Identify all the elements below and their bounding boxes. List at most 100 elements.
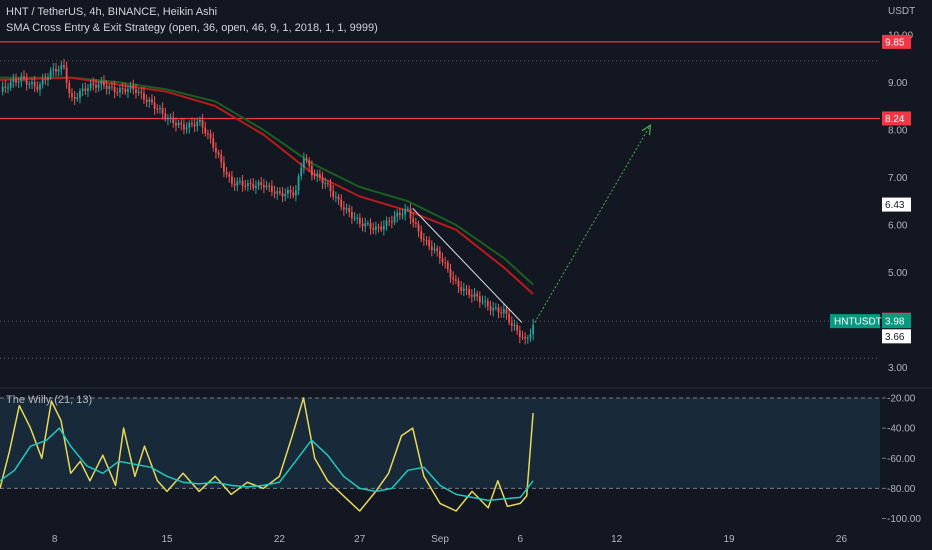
candle-body — [156, 108, 159, 110]
candle-body — [406, 208, 409, 210]
candle-body — [297, 176, 300, 191]
candle-body — [124, 88, 127, 92]
price-label: 8.24 — [885, 114, 905, 125]
candle-body — [249, 182, 252, 185]
candle-body — [401, 214, 404, 216]
oscillator-pane[interactable] — [0, 397, 880, 512]
axes: 3.004.005.006.007.008.009.0010.00USDT-20… — [0, 6, 932, 545]
osc-tick-label: -100.00 — [887, 514, 921, 525]
oscillator-band — [0, 398, 880, 489]
candle-body — [390, 221, 393, 223]
time-tick-label: 22 — [274, 534, 286, 545]
candle-body — [233, 183, 236, 186]
candle-body — [140, 91, 143, 94]
price-label-box — [882, 34, 911, 49]
candle-body — [71, 93, 73, 98]
candle-body — [404, 209, 407, 215]
candle-body — [294, 190, 297, 196]
candle-body — [25, 78, 28, 85]
time-tick-label: 15 — [161, 534, 173, 545]
price-tick-label: 9.00 — [888, 78, 908, 89]
price-label: 3.98 — [885, 317, 905, 328]
candle-body — [180, 122, 183, 125]
candle-body — [153, 102, 156, 109]
time-tick-label: 19 — [723, 534, 735, 545]
sma-slow-line — [0, 76, 534, 286]
candle-body — [398, 212, 401, 216]
candle-body — [151, 99, 153, 103]
candle-body — [308, 160, 311, 167]
willy-slow-line — [0, 427, 534, 502]
symbol-title[interactable]: HNT / TetherUS, 4h, BINANCE, Heikin Ashi — [6, 6, 218, 18]
candle-body — [212, 138, 215, 148]
candle-body — [521, 336, 524, 338]
candle-body — [217, 152, 220, 155]
candle-body — [148, 99, 151, 102]
candle-body — [500, 312, 503, 314]
price-pane[interactable] — [0, 41, 880, 359]
candle-body — [116, 92, 119, 94]
candle-body — [334, 196, 337, 198]
time-tick-label: Sep — [431, 534, 449, 545]
candle-body — [366, 223, 369, 225]
candle-body — [127, 88, 129, 92]
candle-body — [510, 322, 513, 326]
candle-body — [36, 86, 39, 90]
candle-body — [374, 226, 377, 230]
candle-body — [289, 189, 292, 193]
strategy-title[interactable]: SMA Cross Entry & Exit Strategy (open, 3… — [6, 22, 378, 34]
osc-tick-label: -80.00 — [887, 484, 916, 495]
candle-body — [524, 337, 527, 339]
candle-body — [508, 313, 511, 323]
candle-body — [89, 83, 92, 89]
candle-body — [201, 119, 204, 128]
candle-body — [87, 88, 89, 91]
trendline — [412, 208, 523, 323]
osc-tick-label: -60.00 — [887, 454, 916, 465]
oscillator-title[interactable]: The Willy (21, 13) — [6, 394, 93, 406]
candle-body — [68, 82, 71, 94]
candle-body — [361, 223, 364, 227]
candle-body — [135, 89, 137, 93]
candle-body — [76, 97, 79, 99]
price-tick-label: 7.00 — [888, 173, 908, 184]
candle-body — [196, 121, 199, 127]
candle-body — [278, 191, 281, 194]
price-tick-label: 3.00 — [888, 363, 908, 374]
candle-body — [252, 184, 255, 188]
candle-body — [513, 325, 516, 327]
candle-body — [505, 309, 508, 314]
candle-body — [84, 88, 87, 91]
candle-body — [28, 83, 31, 85]
candle-body — [97, 84, 100, 88]
osc-tick-label: -40.00 — [887, 424, 916, 435]
price-label: 9.85 — [885, 37, 905, 48]
candle-body — [302, 158, 305, 168]
candle-body — [428, 240, 431, 247]
candle-body — [449, 269, 452, 278]
time-tick-label: 8 — [52, 534, 58, 545]
time-tick-label: 6 — [518, 534, 524, 545]
candle-body — [255, 185, 257, 188]
osc-tick-label: -20.00 — [887, 394, 916, 405]
candle-body — [364, 223, 367, 227]
candle-body — [324, 183, 327, 185]
candle-body — [15, 79, 17, 83]
price-label: 3.66 — [885, 332, 905, 343]
candle-body — [356, 217, 359, 219]
price-axis-currency: USDT — [888, 6, 915, 17]
price-tick-label: 6.00 — [888, 221, 908, 232]
candle-body — [516, 325, 519, 331]
candle-body — [310, 166, 313, 176]
time-tick-label: 12 — [611, 534, 623, 545]
projection-arrow — [534, 124, 651, 323]
candle-body — [369, 223, 372, 229]
candle-body — [441, 258, 444, 263]
candle-body — [129, 85, 132, 89]
candle-body — [321, 177, 324, 184]
candle-body — [326, 183, 329, 185]
candle-body — [9, 81, 12, 88]
candle-body — [273, 191, 276, 194]
candle-body — [167, 118, 169, 120]
